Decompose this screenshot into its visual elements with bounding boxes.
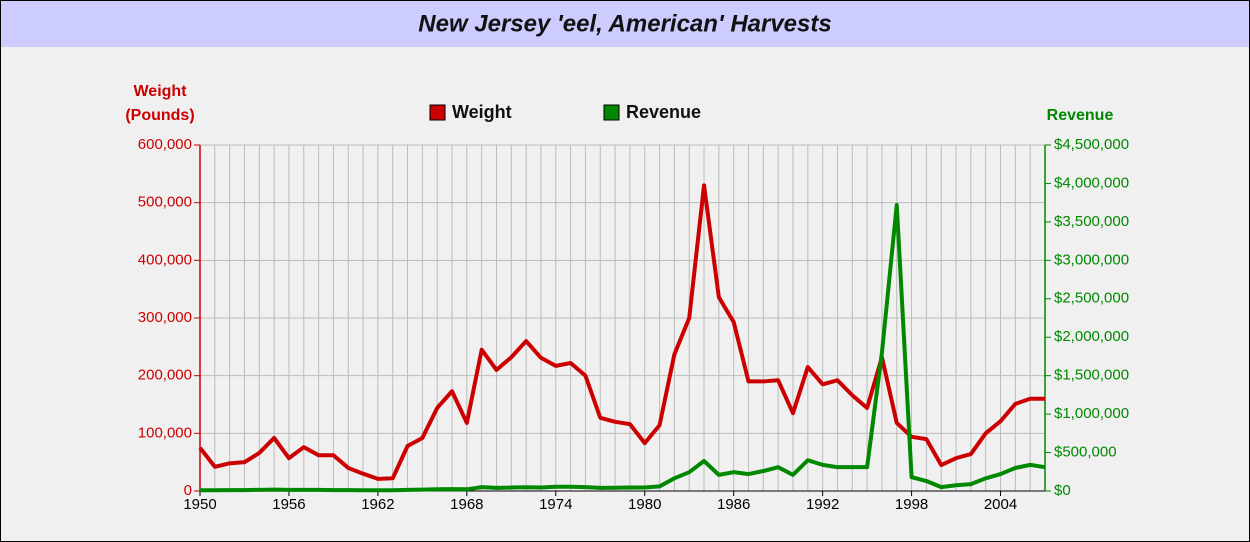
legend-label: Weight bbox=[452, 102, 512, 122]
x-tick-label: 2004 bbox=[984, 496, 1017, 513]
x-tick-label: 1962 bbox=[361, 496, 394, 513]
y-tick-label: 300,000 bbox=[138, 309, 192, 326]
y2-tick-label: $3,000,000 bbox=[1054, 251, 1129, 268]
chart-title: New Jersey 'eel, American' Harvests bbox=[418, 10, 831, 37]
y-tick-label: 100,000 bbox=[138, 424, 192, 441]
y-tick-label: 0 bbox=[184, 482, 192, 499]
y2-tick-label: $3,500,000 bbox=[1054, 213, 1129, 230]
line-series bbox=[200, 202, 1046, 493]
x-tick-label: 1956 bbox=[272, 496, 305, 513]
y-tick-label: 400,000 bbox=[138, 251, 192, 268]
x-tick-label: 1950 bbox=[183, 496, 216, 513]
y2-tick-label: $2,000,000 bbox=[1054, 328, 1129, 345]
line-series bbox=[198, 183, 1045, 481]
y2-tick-label: $1,500,000 bbox=[1054, 367, 1129, 384]
legend-label: Revenue bbox=[626, 102, 701, 122]
y2-tick-label: $1,000,000 bbox=[1054, 405, 1129, 422]
y2-tick-label: $0 bbox=[1054, 482, 1071, 499]
legend-swatch bbox=[429, 104, 446, 121]
y2-tick-label: $4,000,000 bbox=[1054, 174, 1129, 191]
y-axis-label: Weight bbox=[133, 83, 187, 100]
y-tick-label: 200,000 bbox=[138, 367, 192, 384]
y-axis-label: (Pounds) bbox=[125, 107, 194, 124]
x-tick-label: 1998 bbox=[895, 496, 928, 513]
legend-swatch bbox=[603, 104, 620, 121]
title-bar bbox=[1, 1, 1249, 47]
y2-tick-label: $4,500,000 bbox=[1054, 136, 1129, 153]
x-tick-label: 1986 bbox=[717, 496, 750, 513]
y2-tick-label: $500,000 bbox=[1054, 444, 1117, 461]
x-tick-label: 1992 bbox=[806, 496, 839, 513]
x-tick-label: 1974 bbox=[539, 496, 572, 513]
y2-axis-label: Revenue bbox=[1047, 107, 1114, 124]
x-tick-label: 1968 bbox=[450, 496, 483, 513]
x-tick-label: 1980 bbox=[628, 496, 661, 513]
y2-tick-label: $2,500,000 bbox=[1054, 290, 1129, 307]
y-tick-label: 500,000 bbox=[138, 194, 192, 211]
y-tick-label: 600,000 bbox=[138, 136, 192, 153]
